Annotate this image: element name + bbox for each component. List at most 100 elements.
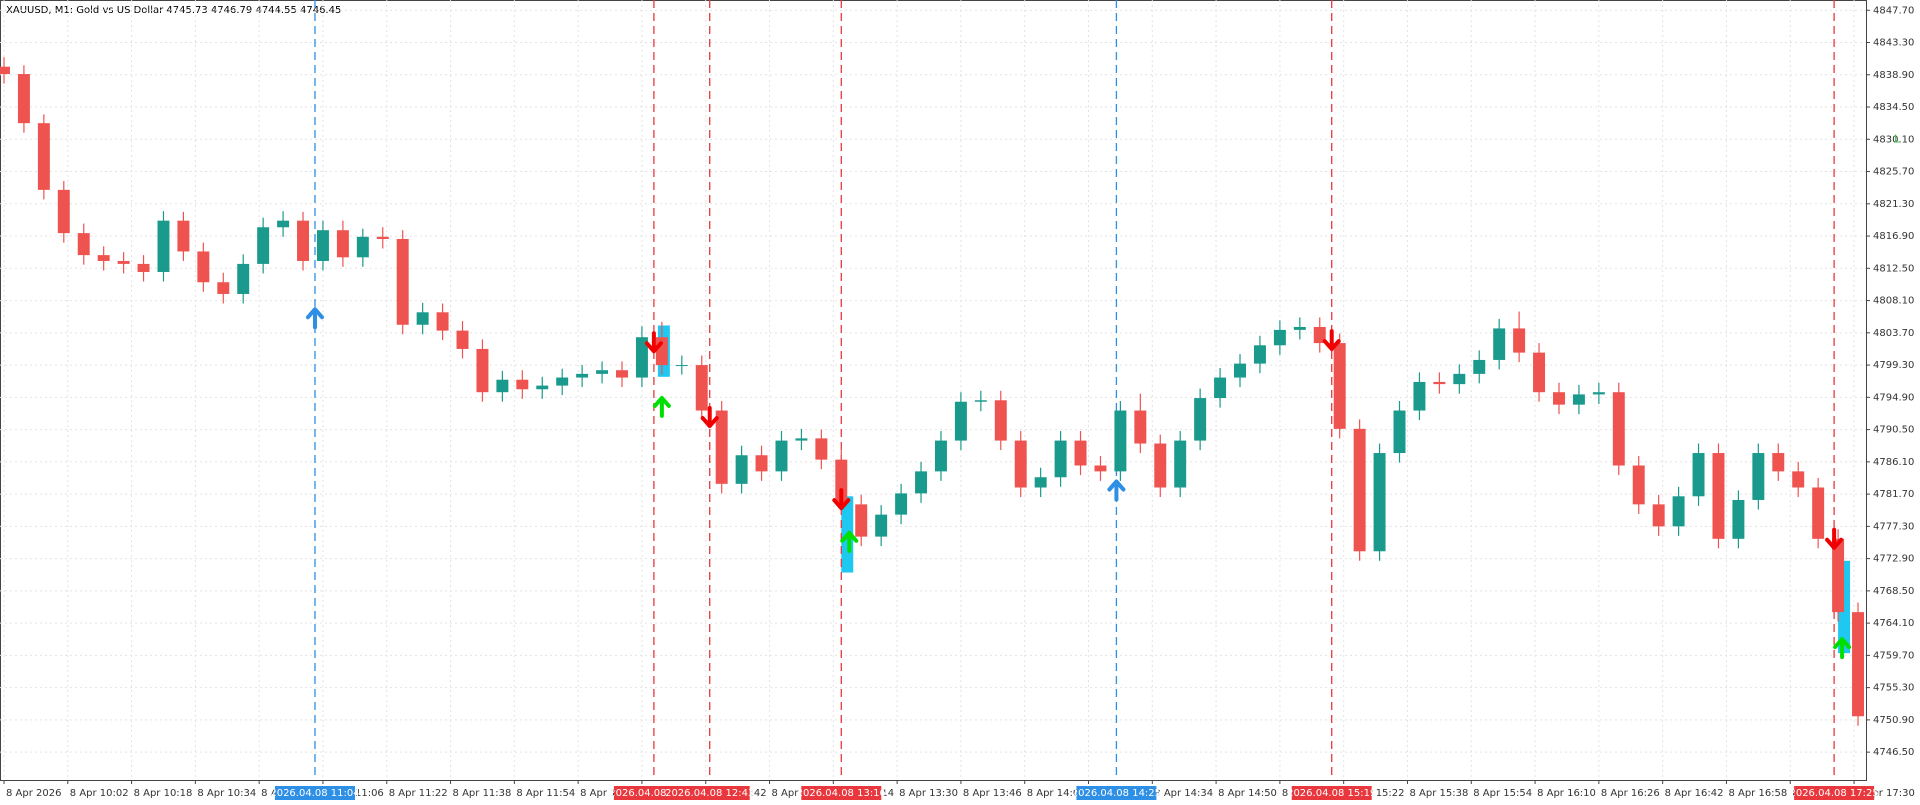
candle-body <box>1373 453 1386 552</box>
candle-body <box>1114 410 1127 472</box>
event-label: 2026.04.08 14:25 <box>1072 788 1161 799</box>
candle-body <box>297 220 310 261</box>
candle-body <box>1333 343 1346 429</box>
candle-body <box>137 263 150 272</box>
candle-body <box>1612 392 1625 466</box>
y-tick-label: 4772.90 <box>1873 554 1914 565</box>
candle-body <box>197 251 210 283</box>
candle-body <box>416 312 429 325</box>
y-tick-label: 4790.50 <box>1873 425 1914 436</box>
candle-body <box>895 493 908 515</box>
candle-body <box>157 220 170 272</box>
signal-arrow <box>1107 479 1126 502</box>
candle-body <box>1054 440 1067 478</box>
x-tick-label: 8 Apr 13:30 <box>899 788 958 799</box>
x-tick-label: 8 Apr 11:38 <box>453 788 512 799</box>
x-tick-label: 8 Apr 14:02 <box>1027 788 1086 799</box>
signal-arrow <box>700 406 719 429</box>
y-tick-label: 4821.30 <box>1873 199 1914 210</box>
candle-body <box>396 238 409 325</box>
candle-body <box>775 440 788 472</box>
x-tick-label: 8 Apr 2026 <box>6 788 61 799</box>
y-tick-label: 4843.30 <box>1873 38 1914 49</box>
candle-body <box>1572 394 1585 405</box>
candle-body <box>257 227 270 264</box>
candle-body <box>516 379 529 390</box>
candle-body <box>1074 440 1087 466</box>
event-label: 2026.04.08 15:19 <box>1287 788 1376 799</box>
x-tick-label: 8 Apr 10:34 <box>197 788 256 799</box>
candle-body <box>1413 381 1426 411</box>
y-tick-label: 4830.10 <box>1873 134 1914 145</box>
x-tick-label: 8 Apr 15:38 <box>1409 788 1468 799</box>
candle-body <box>1293 326 1306 330</box>
candle-body <box>1712 453 1725 539</box>
candle-body <box>1732 499 1745 539</box>
candle-body <box>436 312 449 331</box>
x-tick-label: 8 Apr 15:22 <box>1346 788 1405 799</box>
candle-body <box>117 260 130 264</box>
candle-body <box>1194 398 1207 441</box>
candle-body <box>576 373 589 378</box>
candle-body <box>1752 453 1765 500</box>
candle-body <box>1273 329 1286 346</box>
candle-body <box>1353 428 1366 552</box>
signal-arrow <box>1322 329 1341 352</box>
candle-body <box>1433 381 1446 385</box>
candle-body <box>376 236 389 239</box>
candle-body <box>1553 392 1565 405</box>
x-tick-label: 8 Apr 16:42 <box>1665 788 1724 799</box>
y-tick-label: 4759.70 <box>1873 650 1914 661</box>
x-tick-label: 8 Apr 14:50 <box>1218 788 1277 799</box>
candle-body <box>1632 465 1645 505</box>
candle-body <box>1214 377 1227 399</box>
candle-body <box>635 337 648 378</box>
y-tick-label: 4808.10 <box>1873 296 1914 307</box>
candle-body <box>1094 465 1107 472</box>
event-label: 2026.04.08 12:43 <box>665 788 754 799</box>
event-label-bg <box>1291 786 1372 800</box>
y-tick-label: 4825.70 <box>1873 167 1914 178</box>
candle-body <box>1014 440 1027 488</box>
candle-body <box>616 370 628 378</box>
candle-body <box>795 438 808 441</box>
candle-body <box>1154 443 1167 488</box>
x-tick-label: 8 Apr 16:26 <box>1601 788 1660 799</box>
level-marker: L <box>1894 132 1901 145</box>
candle-body <box>77 233 90 256</box>
y-tick-label: 4777.30 <box>1873 521 1914 532</box>
signal-arrow <box>305 307 324 330</box>
candle-body <box>1313 326 1326 344</box>
candle-body <box>356 236 369 258</box>
y-tick-label: 4764.10 <box>1873 618 1914 629</box>
candle-body <box>1533 352 1546 393</box>
candle-body <box>1852 612 1865 717</box>
candle-body <box>735 455 748 484</box>
x-tick-label: 8 Apr 16:58 <box>1728 788 1787 799</box>
signal-arrow <box>1833 637 1852 660</box>
plot-frame <box>0 0 1867 781</box>
candle-body <box>536 385 549 390</box>
x-tick-label: 8 Apr 16:10 <box>1537 788 1596 799</box>
y-tick-label: 4746.50 <box>1873 747 1914 758</box>
candle-body <box>1493 328 1506 360</box>
x-tick-label: 8 Apr 14:34 <box>1154 788 1213 799</box>
candle-body <box>1692 453 1705 497</box>
candle-body <box>1473 359 1486 374</box>
candle-body <box>1832 538 1845 613</box>
event-label: 2026.04.08 17:25 <box>1789 788 1878 799</box>
candle-body <box>695 365 708 411</box>
candle-body <box>237 263 250 294</box>
candle-body <box>277 220 290 228</box>
candle-body <box>596 370 609 374</box>
candle-body <box>1592 392 1605 395</box>
candle-body <box>1034 477 1047 488</box>
candle-body <box>974 400 987 402</box>
x-tick-label: 8 Apr 11:54 <box>516 788 575 799</box>
event-label: 2026.04.08 12:29 <box>609 788 698 799</box>
candle-body <box>476 348 489 393</box>
candle-body <box>1174 440 1187 488</box>
candle-body <box>1453 373 1466 385</box>
event-label-bg <box>1794 786 1875 800</box>
